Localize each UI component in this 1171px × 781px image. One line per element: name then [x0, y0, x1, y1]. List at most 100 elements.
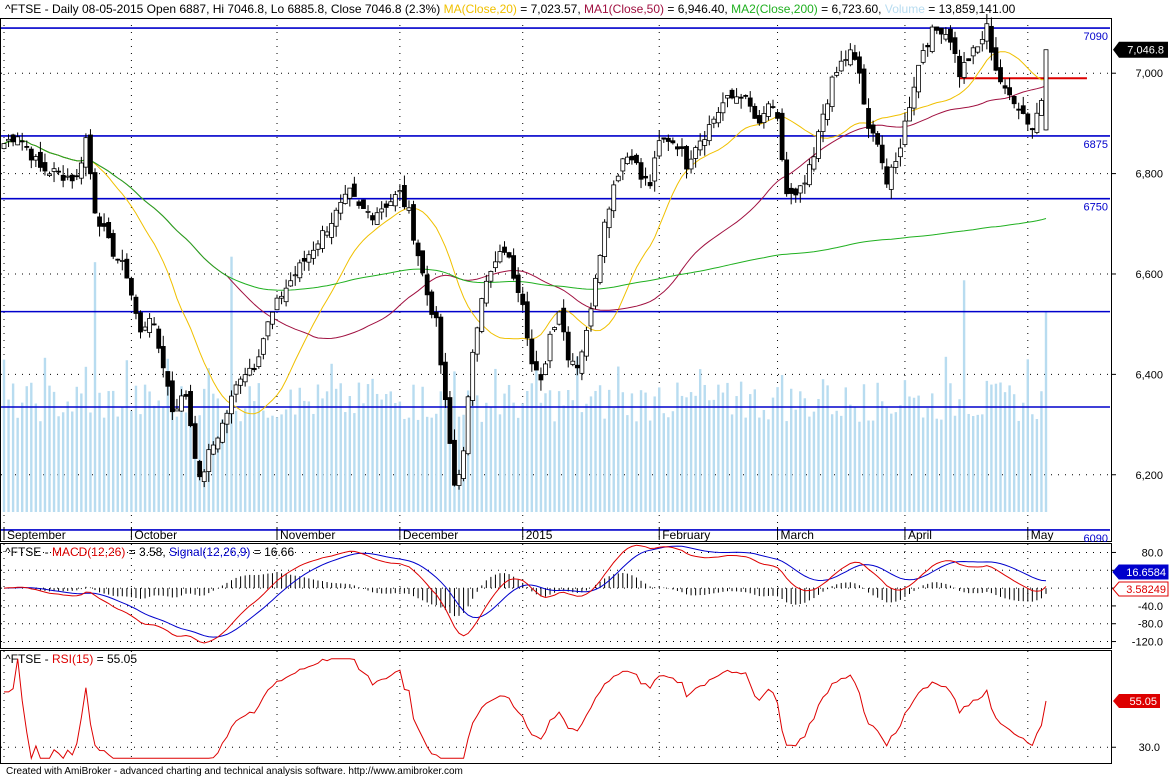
volume-bar — [353, 413, 356, 512]
candle-body — [156, 328, 162, 349]
volume-bar — [908, 396, 911, 512]
volume-bar — [626, 415, 629, 512]
candle-body — [260, 338, 266, 355]
volume-bar — [794, 409, 797, 512]
volume-bar — [735, 396, 738, 512]
volume-bar — [134, 385, 138, 512]
candle-body — [233, 384, 239, 395]
candle-body — [69, 174, 75, 182]
volume-bar — [275, 417, 279, 512]
candle-body — [1011, 96, 1017, 105]
volume-bar — [385, 394, 388, 512]
volume-bar — [1044, 312, 1048, 512]
volume-bar — [416, 419, 420, 512]
candle-body — [884, 166, 890, 185]
candle-body — [934, 26, 940, 31]
candle — [283, 279, 289, 307]
candle — [515, 267, 521, 303]
candle-body — [825, 103, 830, 120]
macd-header-prefix: ^FTSE - — [5, 545, 52, 559]
candle-body — [10, 134, 16, 143]
candle-body — [852, 52, 858, 60]
month-label: February — [662, 528, 710, 542]
candle-body — [142, 326, 148, 331]
volume-bar — [726, 382, 729, 512]
candle-body — [247, 367, 253, 376]
volume-bar — [567, 390, 570, 512]
candle-body — [420, 250, 426, 274]
volume-bar — [476, 395, 479, 512]
candle — [274, 294, 280, 311]
candle-body — [538, 374, 544, 381]
candle — [543, 361, 548, 376]
candle-body — [706, 124, 712, 142]
volume-bar — [544, 393, 547, 512]
volume-bar — [1040, 391, 1043, 512]
candle — [324, 226, 330, 238]
price-axis-label: 6,200 — [1135, 470, 1163, 482]
candle — [247, 358, 253, 377]
volume-bar — [958, 399, 961, 512]
candle — [893, 152, 899, 174]
volume-bar — [862, 384, 866, 512]
candle-body — [861, 68, 867, 105]
candle-body — [743, 95, 749, 97]
candle — [192, 415, 198, 459]
candle-body — [879, 144, 885, 164]
candle — [288, 272, 294, 287]
candle-body — [60, 174, 66, 181]
candle-body — [565, 331, 571, 361]
candle-body — [656, 140, 662, 157]
candle-body — [738, 96, 744, 99]
candle-body — [638, 162, 644, 180]
last-price-label: 7,046.8 — [1127, 45, 1164, 57]
volume-bar — [985, 380, 989, 512]
candle — [556, 310, 562, 326]
candle-body — [165, 371, 171, 387]
candle — [69, 173, 75, 189]
candle — [988, 17, 994, 61]
candle-body — [83, 137, 89, 168]
rsi-value: = 55.05 — [93, 652, 138, 666]
candle-body — [456, 474, 462, 486]
candle — [784, 151, 790, 197]
candle-body — [775, 112, 780, 119]
volume-bar — [912, 397, 916, 512]
macd-header: ^FTSE - MACD(12,26) = 3.58, Signal(12,26… — [5, 545, 294, 559]
candle — [866, 98, 871, 139]
volume-bar — [753, 389, 756, 512]
candle — [1029, 127, 1035, 139]
candle-body — [274, 297, 280, 311]
candle — [329, 212, 335, 245]
month-label: May — [1031, 528, 1054, 542]
candle — [279, 291, 284, 305]
candle — [620, 157, 626, 181]
candle-body — [215, 437, 221, 450]
volume-bar — [971, 416, 975, 512]
volume-bar — [826, 385, 829, 512]
candle-body — [574, 364, 580, 369]
candle-body — [47, 173, 52, 176]
candle — [10, 133, 16, 147]
candle — [433, 306, 439, 327]
candle — [429, 289, 435, 319]
candle-body — [543, 363, 548, 375]
candle-body — [488, 271, 494, 282]
candle-body — [342, 193, 348, 204]
candle-body — [529, 338, 535, 365]
candle-body — [820, 113, 826, 132]
candle-body — [110, 233, 116, 257]
volume-bar — [1035, 419, 1039, 512]
volume-bar — [981, 414, 984, 512]
candle-body — [747, 97, 753, 107]
volume-bar — [25, 386, 28, 512]
candle — [38, 141, 43, 172]
volume-bar — [789, 388, 793, 512]
volume-bar — [485, 402, 488, 512]
support-resistance-lines: 7090 6875 6750 6090 — [1, 27, 1110, 545]
candle-body — [847, 49, 853, 66]
month-label: September — [7, 528, 66, 542]
candle — [474, 326, 480, 362]
candle — [938, 27, 944, 44]
